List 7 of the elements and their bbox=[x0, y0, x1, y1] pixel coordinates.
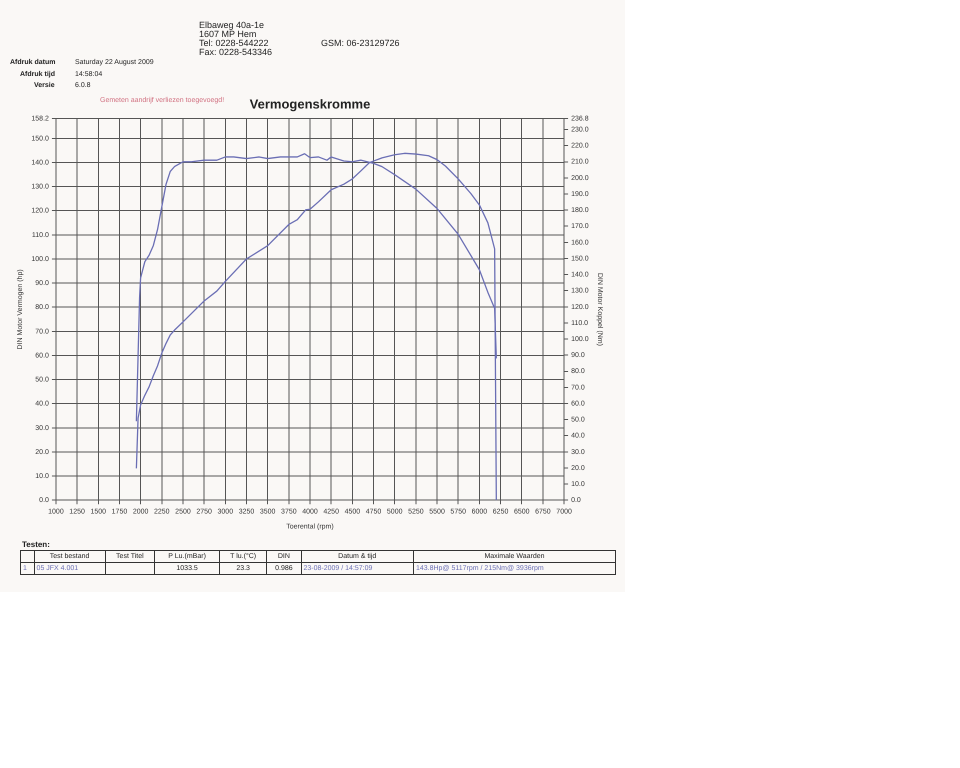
text: GSM: 06-23129726 bbox=[321, 38, 400, 48]
text: Elbaweg 40a-1e bbox=[199, 20, 264, 30]
text: Fax: 0228-543346 bbox=[199, 47, 272, 57]
chart-title: Vermogenskromme bbox=[250, 96, 370, 112]
text: Tel: 0228-544222 bbox=[199, 38, 269, 48]
text: Testen: bbox=[22, 540, 50, 549]
text: 1607 MP Hem bbox=[199, 29, 256, 39]
